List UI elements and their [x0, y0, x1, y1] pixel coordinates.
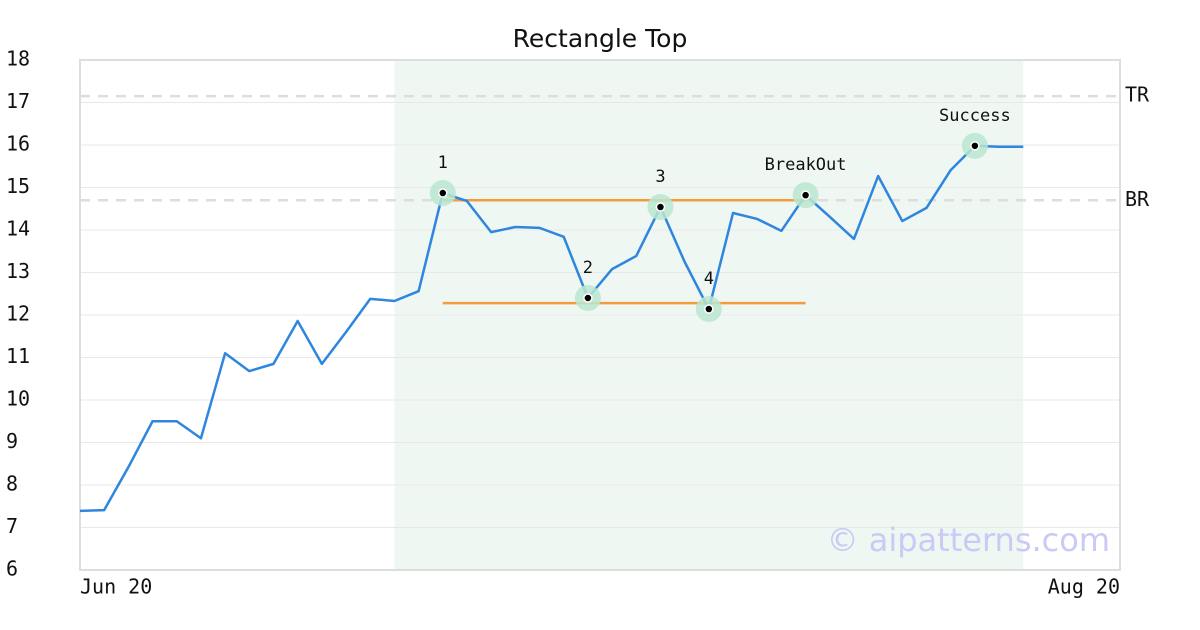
point-marker	[438, 188, 448, 198]
y-tick-label: 9	[6, 429, 18, 453]
x-tick-label: Aug 20	[1048, 575, 1120, 599]
annotation-label: BreakOut	[765, 155, 847, 175]
point-marker	[704, 304, 714, 314]
y-tick-label: 15	[6, 174, 30, 198]
y-tick-label: 17	[6, 89, 30, 113]
y-tick-label: 18	[6, 47, 30, 71]
y-tick-label: 10	[6, 387, 30, 411]
annotation-label: 3	[655, 167, 665, 187]
y-tick-label: 12	[6, 302, 30, 326]
y-tick-label: 14	[6, 217, 30, 241]
x-tick-label: Jun 20	[80, 575, 152, 599]
point-marker	[970, 141, 980, 151]
annotation-label: Success	[939, 106, 1011, 126]
chart-title: Rectangle Top	[513, 24, 688, 53]
y-tick-label: 11	[6, 344, 30, 368]
y-tick-label: 6	[6, 557, 18, 581]
y-tick-label: 7	[6, 514, 18, 538]
y-tick-label: 8	[6, 472, 18, 496]
y-tick-label: 13	[6, 259, 30, 283]
annotation-label: 4	[704, 269, 714, 289]
annotation-label: 1	[438, 153, 448, 173]
point-marker	[655, 202, 666, 212]
point-marker	[583, 293, 593, 303]
point-marker	[800, 190, 811, 200]
level-label: TR	[1125, 83, 1150, 107]
price-line	[79, 144, 1024, 513]
level-label: BR	[1125, 187, 1150, 211]
annotation-label: 2	[583, 258, 593, 278]
y-tick-label: 16	[6, 132, 30, 156]
plot-frame	[79, 59, 1121, 571]
watermark: © aipatterns.com	[827, 521, 1110, 559]
